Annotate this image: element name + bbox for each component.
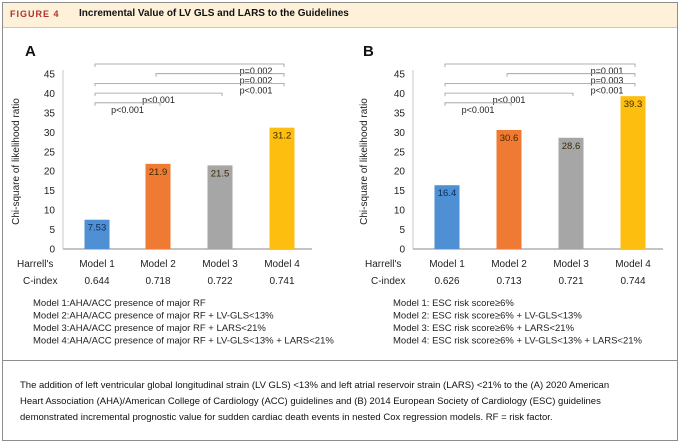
caption-line: Heart Association (AHA)/American College…	[20, 396, 601, 407]
y-tick-label: 25	[394, 147, 406, 158]
figure-label: FIGURE 4	[10, 9, 60, 19]
bar	[145, 163, 171, 249]
legend-entry: Model 1: ESC risk score≥6%	[393, 298, 514, 309]
y-tick-label: 20	[44, 167, 56, 178]
legend-entry: Model 3: ESC risk score≥6% + LARS<21%	[393, 323, 575, 334]
c-index-value: 0.626	[434, 276, 459, 287]
x-tick-label: Model 4	[615, 259, 651, 270]
y-tick-label: 0	[399, 245, 405, 256]
c-index-label: Harrell's	[17, 259, 53, 270]
y-tick-label: 20	[394, 167, 406, 178]
y-tick-label: 30	[394, 128, 406, 139]
y-tick-label: 35	[44, 108, 56, 119]
y-tick-label: 25	[44, 147, 56, 158]
x-tick-label: Model 3	[553, 259, 589, 270]
y-tick-label: 35	[394, 108, 406, 119]
y-axis-label: Chi-square of likelihood ratio	[359, 98, 370, 225]
bar	[434, 185, 460, 249]
legend-entry: Model 2:AHA/ACC presence of major RF + L…	[33, 311, 274, 322]
comparison-p-value: p=0.002	[240, 66, 273, 76]
c-index-value: 0.722	[207, 276, 232, 287]
panel-letter: B	[363, 43, 374, 60]
y-tick-label: 45	[394, 70, 406, 81]
y-tick-label: 45	[44, 70, 56, 81]
panel-b: B Chi-square of likelihood ratio 0 5 10 15 20 2…	[359, 43, 663, 347]
bar-value-label: 7.53	[88, 223, 107, 234]
x-tick-label: Model 4	[264, 259, 300, 270]
bar	[558, 137, 584, 249]
bar-value-label: 31.2	[273, 131, 292, 142]
panel-letter: A	[25, 43, 36, 60]
comparison-p-value: p<0.001	[240, 85, 273, 95]
y-tick-label: 0	[49, 245, 55, 256]
comparison-bracket	[444, 83, 636, 87]
y-tick-label: 15	[44, 186, 56, 197]
c-index-value: 0.721	[558, 276, 583, 287]
c-index-value: 0.644	[84, 276, 109, 287]
c-index-value: 0.744	[620, 276, 645, 287]
legend-entry: Model 4: ESC risk score≥6% + LV-GLS<13% …	[393, 336, 643, 347]
chart-panels: A Chi-square of likelihood ratio 0 5 10 15 20 2…	[11, 43, 663, 347]
comparison-p-value: p<0.001	[462, 105, 495, 115]
y-tick-label: 10	[44, 206, 56, 217]
y-axis-label: Chi-square of likelihood ratio	[11, 98, 22, 225]
x-tick-label: Model 2	[140, 259, 176, 270]
bar-value-label: 28.6	[562, 141, 581, 152]
bar	[269, 127, 295, 249]
comparison-p-value: p<0.001	[591, 85, 624, 95]
y-tick-label: 5	[399, 225, 405, 236]
panel-a: A Chi-square of likelihood ratio 0 5 10 15 20 2…	[11, 43, 334, 347]
x-tick-label: Model 1	[429, 259, 465, 270]
c-index-value: 0.713	[496, 276, 521, 287]
bar-value-label: 39.3	[624, 99, 643, 110]
c-index-value: 0.741	[269, 276, 294, 287]
bar	[620, 96, 646, 250]
y-tick-label: 30	[44, 128, 56, 139]
y-tick-label: 10	[394, 206, 406, 217]
comparison-bracket	[155, 73, 285, 77]
c-index-label: Harrell's	[365, 259, 401, 270]
comparison-p-value: p<0.001	[142, 95, 175, 105]
comparison-bracket	[94, 102, 161, 106]
caption-line: demonstrated incremental prognostic valu…	[20, 412, 553, 423]
comparison-bracket	[444, 102, 512, 106]
figure-header: FIGURE 4 Incremental Value of LV GLS and…	[3, 3, 677, 28]
c-index-label: C-index	[23, 276, 57, 287]
legend-entry: Model 2: ESC risk score≥6% + LV-GLS<13%	[393, 311, 582, 322]
legend-entry: Model 4:AHA/ACC presence of major RF + L…	[33, 336, 334, 347]
c-index-label: C-index	[371, 276, 405, 287]
x-tick-label: Model 3	[202, 259, 238, 270]
comparison-bracket	[94, 92, 223, 97]
comparison-p-value: p=0.002	[240, 76, 273, 86]
comparison-bracket	[506, 73, 636, 77]
comparison-p-value: p=0.003	[591, 76, 624, 86]
figure-title: Incremental Value of LV GLS and LARS to …	[79, 8, 349, 19]
y-tick-label: 5	[49, 225, 55, 236]
y-tick-label: 15	[394, 186, 406, 197]
caption-line: The addition of left ventricular global …	[20, 380, 610, 391]
comparison-p-value: p=0.001	[591, 66, 624, 76]
comparison-bracket	[444, 92, 574, 97]
x-tick-label: Model 1	[79, 259, 115, 270]
y-tick-label: 40	[44, 89, 56, 100]
bar	[84, 219, 110, 249]
comparison-bracket	[94, 83, 285, 87]
legend-entry: Model 1:AHA/ACC presence of major RF	[33, 298, 206, 309]
bar-value-label: 30.6	[500, 133, 519, 144]
caption: The addition of left ventricular global …	[3, 360, 677, 440]
y-tick-label: 40	[394, 89, 406, 100]
x-tick-label: Model 2	[491, 259, 527, 270]
bar	[207, 165, 233, 249]
bar	[496, 130, 522, 249]
c-index-value: 0.718	[145, 276, 170, 287]
bar-value-label: 21.5	[211, 168, 230, 179]
bar-value-label: 16.4	[438, 188, 457, 199]
comparison-bracket	[444, 63, 636, 67]
comparison-p-value: p<0.001	[493, 95, 526, 105]
legend-entry: Model 3:AHA/ACC presence of major RF + L…	[33, 323, 266, 334]
comparison-bracket	[94, 63, 285, 67]
bar-value-label: 21.9	[149, 167, 168, 178]
comparison-p-value: p<0.001	[111, 105, 144, 115]
